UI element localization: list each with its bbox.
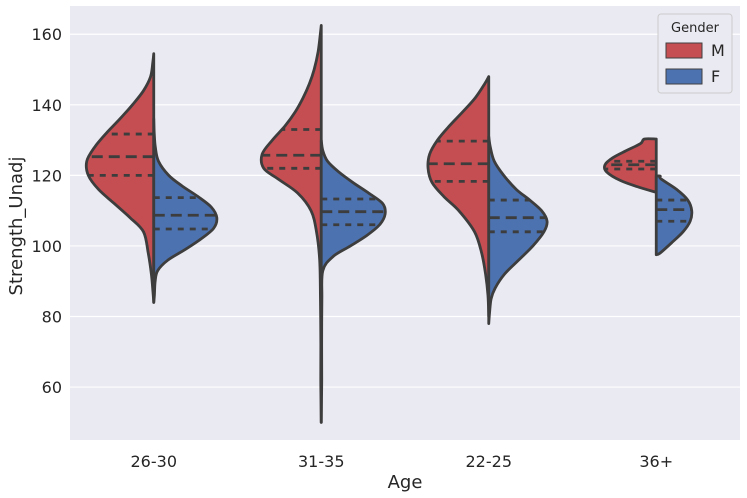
violins: [84, 24, 694, 424]
violin-f-26-30: [152, 117, 219, 304]
x-tick-labels: 26-30 31-35 22-25 36+: [131, 452, 674, 471]
y-axis-label: Strength_Unadj: [6, 157, 27, 296]
violin-m-26-30: [84, 52, 156, 304]
violin-m-22-25: [426, 75, 491, 318]
legend-label-f: F: [711, 67, 720, 86]
legend-swatch-f: [665, 68, 703, 85]
violin-f-22-25: [487, 135, 549, 325]
violin-f-31-35: [319, 138, 387, 424]
y-tick-120: 120: [31, 166, 62, 185]
legend-title: Gender: [671, 21, 720, 36]
legend-swatch-m: [665, 42, 703, 59]
y-tick-80: 80: [42, 308, 62, 327]
y-tick-160: 160: [31, 25, 62, 44]
x-axis-label: Age: [388, 472, 423, 493]
x-tick-36+: 36+: [639, 452, 673, 471]
y-tick-140: 140: [31, 96, 62, 115]
violin-f-36+: [654, 174, 694, 257]
x-tick-22-25: 22-25: [466, 452, 513, 471]
x-tick-31-35: 31-35: [298, 452, 345, 471]
y-tick-100: 100: [31, 237, 62, 256]
y-tick-labels: 60 80 100 120 140 160: [31, 25, 62, 397]
x-tick-26-30: 26-30: [131, 452, 178, 471]
y-tick-60: 60: [42, 378, 62, 397]
legend-label-m: M: [711, 41, 725, 60]
legend: Gender M F: [657, 13, 733, 94]
